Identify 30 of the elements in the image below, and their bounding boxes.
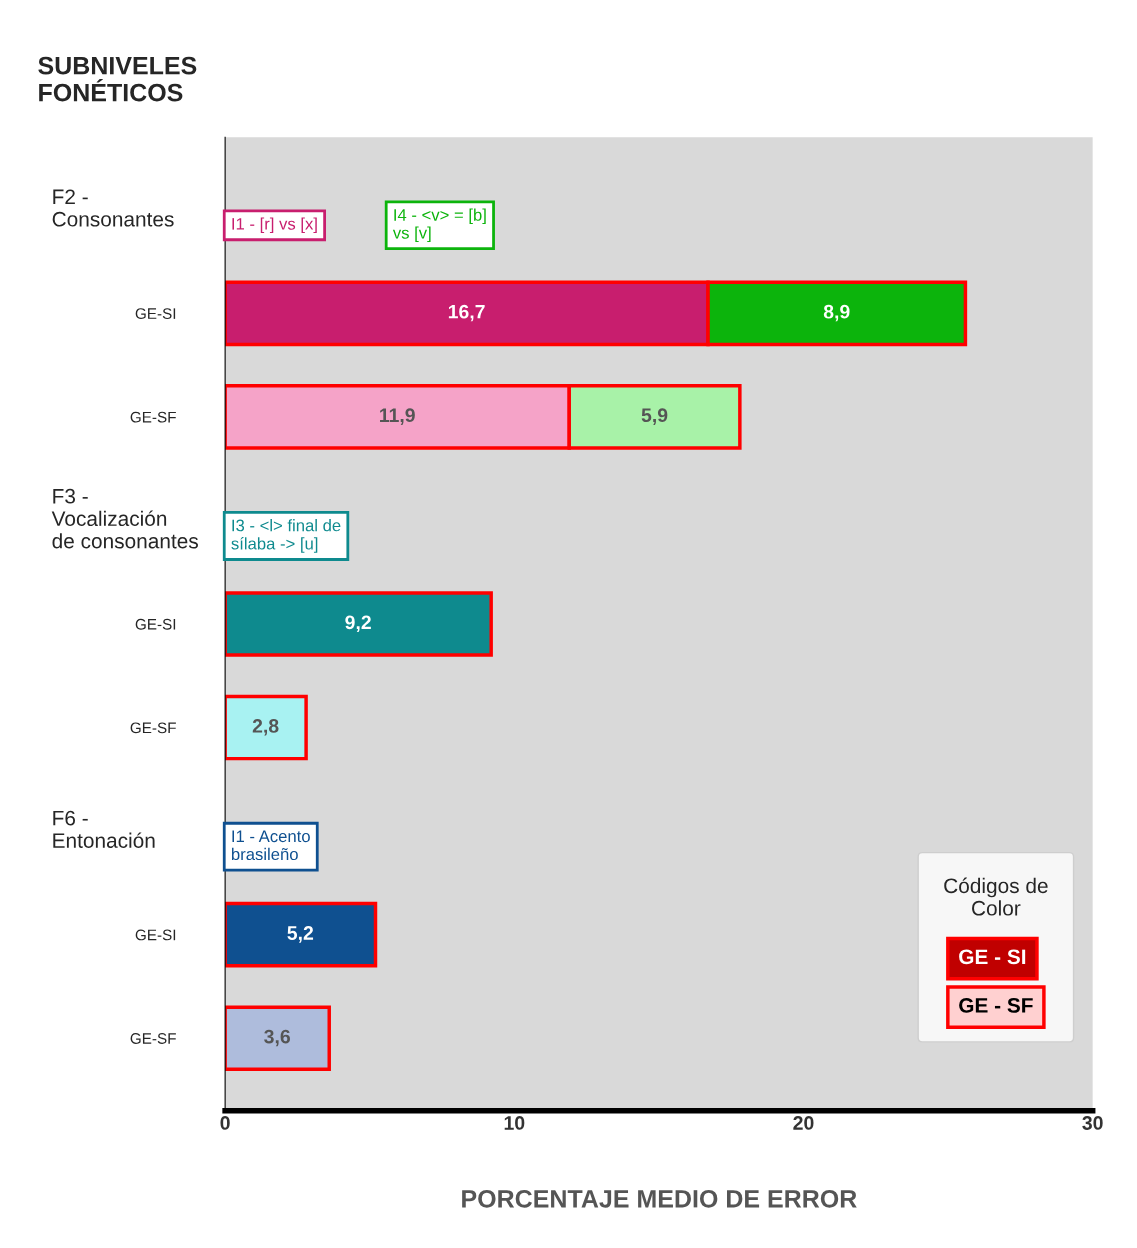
text: F3 - Vocalización de consonantes: [51, 488, 198, 549]
chart-title: SUBNIVELES FONÉTICOS: [38, 56, 197, 102]
data-label: 11,9: [380, 408, 415, 425]
annotation: GE - SF: [959, 998, 1033, 1013]
y-tick-label: GE-SI: [135, 929, 176, 941]
text: I4 - <v> = [b] vs [v]: [392, 208, 486, 243]
data-label: 16,7: [448, 304, 485, 322]
annotation: GE - SI: [959, 949, 1026, 965]
y-tick-label: GE-SI: [135, 308, 176, 320]
y-tick-label: GE-SF: [130, 722, 176, 734]
y-tick-label: GE-SI: [135, 618, 176, 630]
y-tick-label: GE-SF: [130, 1033, 176, 1044]
x-tick-label: 30: [1082, 1116, 1103, 1130]
text: I1 - [r] vs [x]: [232, 217, 317, 234]
x-tick-label: 0: [220, 1116, 230, 1130]
data-label: 8,9: [823, 304, 850, 322]
x-tick-label: 10: [504, 1116, 525, 1130]
text: F6 - Entonación: [53, 810, 155, 848]
x-axis-title: PORCENTAJE MEDIO DE ERROR: [462, 1189, 857, 1208]
data-label: 9,2: [345, 615, 371, 633]
text: F2 - Consonantes: [52, 189, 174, 227]
data-label: 3,6: [264, 1029, 290, 1047]
data-label: 2,8: [252, 719, 279, 736]
data-label: 5,2: [287, 926, 314, 943]
text: I3 - <l> final de sílaba -> [u]: [231, 519, 341, 553]
y-tick-label: GE-SF: [130, 411, 176, 423]
x-tick-label: 20: [793, 1116, 814, 1130]
legend-title: Códigos de Color: [944, 877, 1048, 916]
data-label: 5,9: [641, 408, 668, 425]
text: I1 - Acento brasileño: [231, 830, 310, 861]
